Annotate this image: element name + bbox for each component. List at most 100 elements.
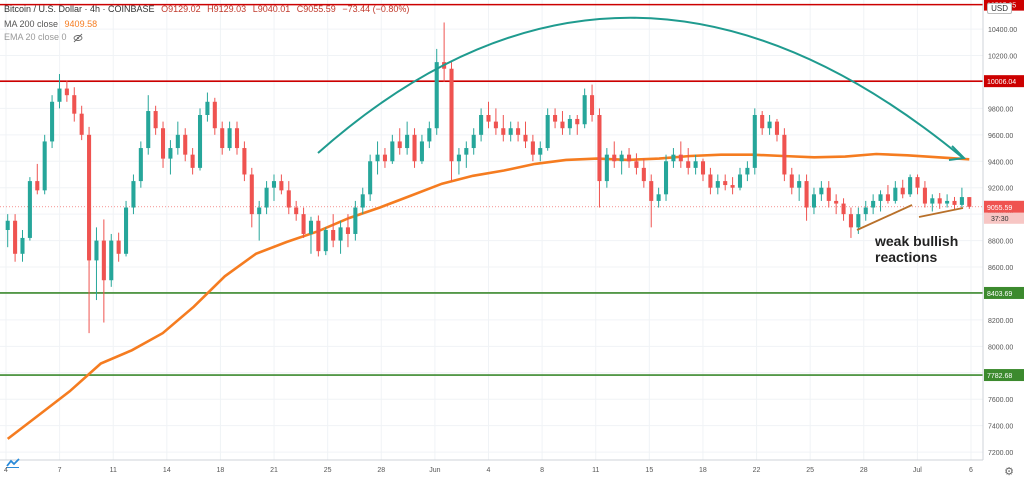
- price-axis[interactable]: 7200.007400.007600.007800.008000.008200.…: [982, 0, 1024, 460]
- candle: [168, 140, 173, 175]
- candle-body: [516, 128, 521, 135]
- symbol-header: Bitcoin / U.S. Dollar · 4h · COINBASE O9…: [4, 4, 413, 14]
- candle-body: [153, 111, 158, 129]
- ma200-line: [6, 152, 970, 440]
- candle-body: [271, 181, 277, 188]
- candle-body: [242, 148, 247, 175]
- time-tick-label: 11: [110, 467, 117, 474]
- time-tick-label: 21: [270, 467, 278, 474]
- candle: [523, 121, 528, 149]
- candle: [530, 134, 535, 162]
- candle: [893, 181, 898, 204]
- candle: [634, 153, 639, 175]
- candle: [597, 108, 602, 208]
- candle: [708, 167, 713, 195]
- trendline-1[interactable]: [856, 204, 913, 231]
- candle: [826, 181, 831, 208]
- candle-body: [597, 115, 602, 182]
- candle: [952, 196, 957, 211]
- trendline-2[interactable]: [918, 207, 964, 218]
- candle: [301, 207, 306, 238]
- candle-body: [308, 220, 314, 234]
- symbol-title[interactable]: Bitcoin / U.S. Dollar · 4h · COINBASE: [4, 4, 155, 14]
- last-price-label: 9055.59: [987, 205, 1012, 212]
- candle-body: [471, 134, 476, 149]
- candle: [146, 95, 151, 155]
- arc-drawing[interactable]: [317, 16, 964, 159]
- candle: [959, 187, 964, 208]
- candle-body: [161, 128, 166, 159]
- ema-legend[interactable]: EMA 20 close 0: [4, 32, 83, 43]
- annotation-text[interactable]: reactions: [875, 249, 937, 265]
- candle: [516, 121, 521, 142]
- candle: [197, 108, 203, 171]
- candle-body: [811, 194, 816, 208]
- price-tick-label: 9800.00: [988, 106, 1013, 113]
- candle-body: [368, 161, 373, 195]
- candle-body: [456, 154, 461, 162]
- candle: [27, 177, 32, 241]
- gear-icon[interactable]: ⚙: [1004, 466, 1014, 478]
- candle-body: [708, 174, 713, 188]
- annotation-text[interactable]: weak bullish: [874, 233, 958, 249]
- candle-body: [590, 95, 595, 115]
- candle: [582, 88, 587, 129]
- candle: [767, 115, 772, 135]
- candle: [797, 174, 802, 201]
- candle-body: [649, 181, 654, 201]
- candle: [804, 174, 809, 221]
- candle-body: [464, 148, 469, 155]
- tradingview-logo-icon[interactable]: [6, 458, 20, 468]
- candle: [848, 207, 853, 238]
- candle-body: [87, 134, 92, 261]
- candle-body: [412, 134, 417, 162]
- candle-body: [723, 181, 728, 186]
- candle-body: [294, 207, 299, 215]
- candle: [649, 174, 654, 228]
- candle: [35, 163, 40, 195]
- candle-body: [967, 197, 972, 207]
- eye-hidden-icon[interactable]: [73, 33, 83, 43]
- candle: [811, 187, 816, 215]
- time-axis[interactable]: 4 7 11 14 18 21 25 28 Jun 4 8 11 15 18 22 25 28 Jul 6: [0, 459, 983, 474]
- time-tick-label: 18: [217, 467, 225, 474]
- horizontal-levels: [0, 3, 983, 376]
- candle-body: [686, 161, 691, 168]
- candle: [885, 185, 890, 204]
- candle-body: [567, 118, 572, 129]
- time-tick-label: 28: [377, 467, 385, 474]
- candle-body: [205, 101, 210, 115]
- candle: [294, 200, 299, 221]
- candle: [175, 121, 180, 155]
- candle-body: [945, 200, 950, 204]
- ohlc-low: L9040.01: [252, 4, 291, 14]
- candle: [834, 194, 839, 215]
- level-price-label: 7782.68: [987, 373, 1012, 380]
- candle: [930, 194, 935, 212]
- currency-button[interactable]: USD: [987, 3, 1012, 14]
- candle-body: [612, 154, 617, 162]
- candle: [863, 200, 868, 221]
- candle-body: [774, 121, 780, 135]
- candle: [183, 128, 188, 162]
- candle-body: [434, 62, 439, 129]
- candle-body: [959, 197, 964, 205]
- candle-body: [922, 187, 927, 204]
- time-tick-label: 15: [645, 467, 653, 474]
- candle: [220, 121, 225, 155]
- candle-body: [952, 200, 957, 205]
- candle-body: [715, 181, 720, 188]
- candle: [124, 200, 129, 257]
- candle-body: [397, 141, 402, 149]
- time-tick-label: 4: [4, 467, 8, 474]
- candle: [486, 101, 491, 129]
- candle-body: [35, 181, 40, 191]
- ma-legend[interactable]: MA 200 close 9409.58: [4, 19, 97, 29]
- candle: [627, 148, 632, 168]
- candle: [94, 227, 99, 301]
- candle-body: [168, 148, 173, 159]
- candle-body: [382, 154, 387, 162]
- candle-body: [656, 194, 661, 201]
- candle-body: [863, 207, 868, 215]
